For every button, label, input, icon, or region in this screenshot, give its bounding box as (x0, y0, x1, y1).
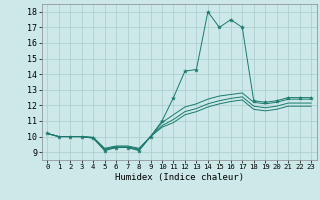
X-axis label: Humidex (Indice chaleur): Humidex (Indice chaleur) (115, 173, 244, 182)
